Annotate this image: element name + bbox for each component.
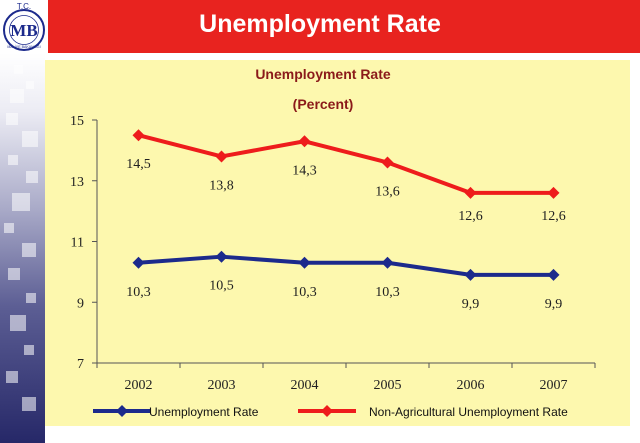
x-tick-label: 2005 [374,378,402,393]
data-label: 14,5 [126,157,151,172]
chart-title: Unemployment Rate [255,66,391,82]
y-tick-label: 7 [77,357,84,372]
data-point-marker [298,256,311,269]
chart-subtitle: (Percent) [293,96,354,112]
ministry-logo: T.C. MB MALİYE BAKANLIĞI [0,0,48,53]
banner-title: Unemployment Rate [199,10,441,38]
data-point-marker [132,256,145,269]
data-point-marker [547,186,560,199]
line-chart: Unemployment Rate (Percent) 7 9 11 13 15 2002… [70,66,596,419]
data-point-marker [547,268,560,281]
data-point-marker [132,129,145,142]
sidebar-decoration [0,53,45,443]
data-point-marker [464,268,477,281]
y-tick-label: 15 [70,114,84,129]
data-label: 13,8 [209,178,234,193]
title-banner: Unemployment Rate [0,0,640,53]
data-label: 9,9 [545,297,563,312]
chart-panel: Unemployment Rate (Percent) 7 9 11 13 15 2002… [45,60,630,426]
x-tick-label: 2006 [457,378,485,393]
logo-ring-text: MALİYE BAKANLIĞI [7,44,40,49]
data-point-marker [381,156,394,169]
data-label: 10,5 [209,279,234,294]
legend-label: Unemployment Rate [149,405,259,419]
non-agricultural-rate-line [138,133,554,195]
legend-label: Non-Agricultural Unemployment Rate [369,405,568,419]
legend-marker [321,405,333,417]
logo-monogram: MB [10,21,37,40]
data-label: 12,6 [458,209,483,224]
logo-emblem: T.C. MB MALİYE BAKANLIĞI [3,2,45,51]
data-label: 9,9 [462,297,480,312]
logo-top-text: T.C. [17,2,31,11]
data-point-marker [215,150,228,163]
data-label: 14,3 [292,163,317,178]
y-tick-label: 11 [71,236,84,251]
data-point-marker [215,250,228,263]
unemployment-rate-line [138,254,554,277]
legend-marker [116,405,128,417]
data-point-marker [464,186,477,199]
y-tick-label: 13 [70,175,84,190]
data-label: 10,3 [126,285,151,300]
series-layer: 10,3 10,5 10,3 10,3 9,9 9,9 14,5 13,8 14,3 13,6 12… [126,129,566,312]
data-label: 13,6 [375,185,400,200]
x-tick-label: 2002 [125,378,153,393]
x-tick-label: 2003 [208,378,236,393]
chart-legend: Unemployment Rate Non-Agricultural Unempl… [93,405,568,419]
x-tick-label: 2004 [291,378,319,393]
data-point-marker [381,256,394,269]
data-point-marker [298,135,311,148]
data-label: 12,6 [541,209,566,224]
data-label: 10,3 [375,285,400,300]
data-label: 10,3 [292,285,317,300]
chart-axes: 7 9 11 13 15 2002 2003 2004 2005 2006 2007 [70,114,596,393]
y-tick-label: 9 [77,296,84,311]
sidebar-squares [4,65,38,411]
x-tick-label: 2007 [540,378,568,393]
